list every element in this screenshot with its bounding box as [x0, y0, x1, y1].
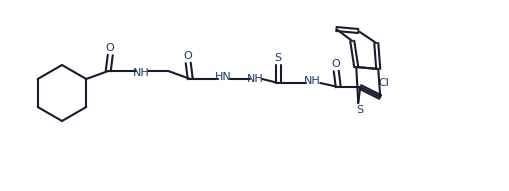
- Text: HN: HN: [214, 72, 231, 82]
- Text: O: O: [106, 43, 115, 53]
- Text: O: O: [184, 51, 192, 61]
- Text: S: S: [356, 105, 363, 115]
- Text: Cl: Cl: [378, 78, 389, 88]
- Text: S: S: [274, 53, 281, 63]
- Text: NH: NH: [133, 68, 149, 78]
- Text: NH: NH: [303, 76, 320, 86]
- Text: O: O: [331, 59, 340, 69]
- Text: NH: NH: [246, 74, 263, 84]
